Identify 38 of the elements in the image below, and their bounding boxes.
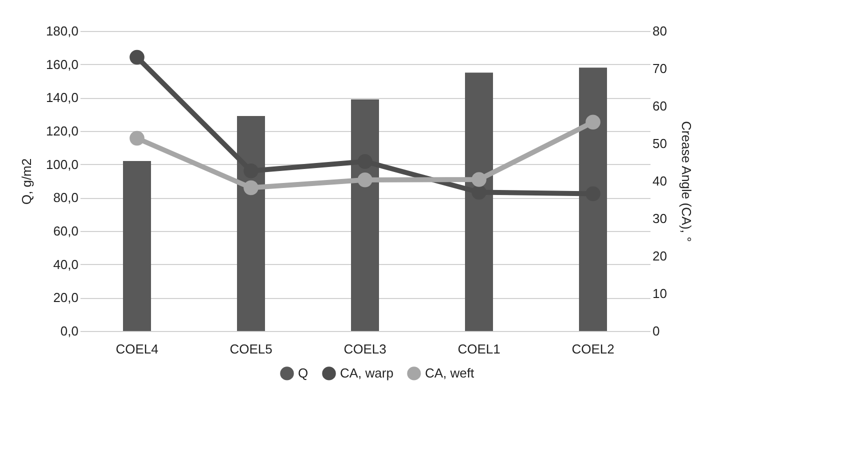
- y-tick-label: 160,0: [46, 56, 78, 72]
- y-tick-label: 140,0: [46, 90, 78, 106]
- x-tick-label: COEL1: [458, 342, 500, 356]
- point: [130, 50, 144, 65]
- y2-axis-title: Crease Angle (CA), °: [678, 121, 694, 242]
- legend-label: CA, warp: [340, 365, 394, 380]
- bar: [123, 161, 151, 331]
- legend-label: Q: [298, 365, 308, 380]
- y-tick-label: 120,0: [46, 124, 78, 138]
- x-tick-label: COEL4: [116, 342, 158, 356]
- y-tick-label: 180,0: [46, 24, 78, 38]
- y-tick-label: 60,0: [53, 224, 78, 238]
- point: [358, 172, 372, 188]
- y2-tick-label: 0: [652, 324, 660, 338]
- point: [586, 114, 600, 130]
- y-tick-label: 0,0: [60, 324, 78, 338]
- y2-tick-label: 60: [652, 98, 667, 114]
- y-tick-label: 40,0: [53, 256, 78, 272]
- x-tick-label: COEL5: [230, 342, 272, 356]
- x-tick-label: COEL2: [572, 342, 614, 356]
- point: [130, 130, 144, 146]
- y-axis-title: Q, g/m2: [18, 158, 34, 205]
- y-tick-label: 20,0: [53, 290, 78, 306]
- y2-tick-label: 40: [652, 174, 667, 188]
- y2-tick-label: 70: [652, 61, 667, 76]
- point: [472, 184, 486, 200]
- y-tick-label: 100,0: [46, 156, 78, 172]
- legend-label: CA, weft: [425, 365, 475, 380]
- x-tick-label: COEL3: [344, 342, 386, 356]
- point: [244, 180, 258, 196]
- y2-tick-label: 30: [652, 211, 667, 226]
- y-tick-label: 80,0: [53, 190, 78, 206]
- point: [472, 172, 486, 187]
- y2-tick-label: 10: [652, 286, 667, 301]
- y2-tick-label: 20: [652, 248, 667, 264]
- y2-tick-label: 50: [652, 136, 667, 151]
- y2-tick-label: 80: [652, 24, 667, 38]
- point: [244, 163, 258, 178]
